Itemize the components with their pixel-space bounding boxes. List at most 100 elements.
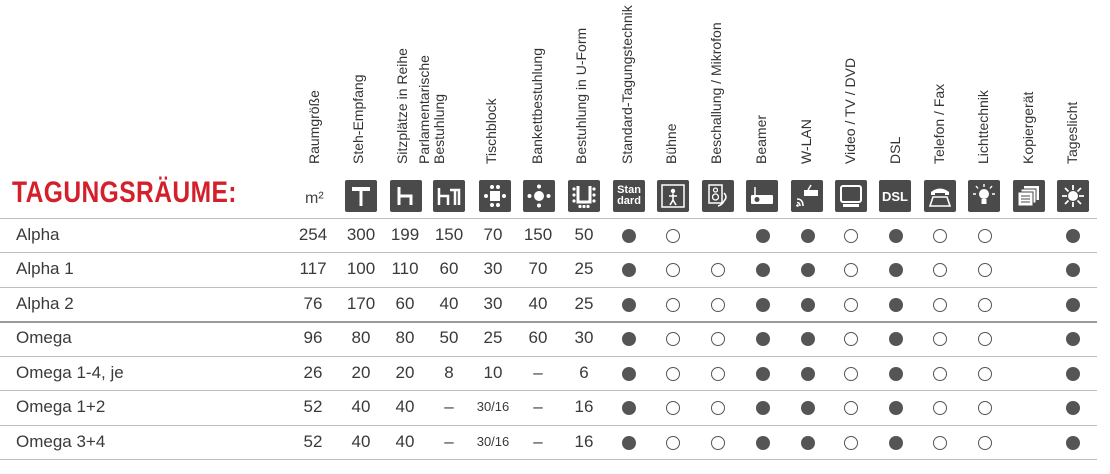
col-header-raumgroesse: Raumgröße [306, 90, 322, 164]
col-header-beamer: Beamer [753, 114, 769, 164]
banquet-icon [523, 180, 555, 212]
feature-available-dot [1066, 367, 1080, 381]
capacity-cell: 8 [444, 363, 454, 382]
feature-available-dot [889, 332, 903, 346]
capacity-cell: 30/16 [476, 399, 510, 414]
feature-available-dot [889, 263, 903, 277]
group-divider [0, 321, 1097, 323]
feature-available-dot [756, 332, 770, 346]
feature-available-dot [801, 332, 815, 346]
feature-optional-dot [844, 229, 858, 243]
projector-icon [746, 180, 778, 212]
row-divider [0, 425, 1097, 426]
feature-available-dot [756, 367, 770, 381]
capacity-cell: 30 [483, 259, 503, 278]
capacity-cell: 16 [574, 397, 594, 416]
table-row: Alpha 1 117 100 110 60 30 70 25 [0, 253, 1100, 287]
feature-available-dot [756, 436, 770, 450]
wlan-icon [791, 180, 823, 212]
capacity-cell: 110 [391, 259, 419, 278]
capacity-cell: 150 [434, 225, 464, 244]
feature-optional-dot [978, 263, 992, 277]
table-row: Omega 1+2 52 40 40 – 30/16 – 16 [0, 391, 1100, 425]
page-title: TAGUNGSRÄUME: [12, 176, 237, 209]
feature-available-dot [889, 229, 903, 243]
feature-optional-dot [844, 298, 858, 312]
col-header-tageslicht: Tageslicht [1064, 101, 1080, 164]
copier-icon [1013, 180, 1045, 212]
capacity-cell: 52 [303, 397, 323, 416]
capacity-cell: 50 [574, 225, 594, 244]
feature-optional-dot [933, 401, 947, 415]
capacity-cell: 26 [303, 363, 323, 382]
feature-available-dot [1066, 436, 1080, 450]
feature-optional-dot [711, 436, 725, 450]
capacity-cell: – [533, 397, 543, 416]
table-row: Omega 96 80 80 50 25 60 30 [0, 322, 1100, 356]
feature-optional-dot [933, 298, 947, 312]
feature-available-dot [756, 401, 770, 415]
dsl-icon-text: DSL [882, 188, 908, 204]
chair-row-icon [390, 180, 422, 212]
capacity-cell: 30 [574, 328, 594, 347]
feature-available-dot [801, 229, 815, 243]
parliament-seating-icon [433, 180, 465, 212]
capacity-cell: 30/16 [476, 434, 510, 449]
capacity-cell: 117 [299, 259, 327, 278]
feature-optional-dot [666, 229, 680, 243]
capacity-cell: 199 [390, 225, 420, 244]
feature-optional-dot [978, 436, 992, 450]
daylight-icon [1057, 180, 1089, 212]
col-header-steh-empfang: Steh-Empfang [350, 74, 366, 165]
table-row: Alpha 2 76 170 60 40 30 40 25 [0, 288, 1100, 322]
capacity-cell: 100 [346, 259, 376, 278]
col-header-kopierer: Kopiergerät [1020, 91, 1036, 164]
capacity-cell: 150 [523, 225, 553, 244]
feature-available-dot [622, 229, 636, 243]
feature-optional-dot [666, 263, 680, 277]
feature-optional-dot [844, 263, 858, 277]
capacity-cell: 76 [303, 294, 323, 313]
col-header-lichttechnik: Lichttechnik [975, 90, 991, 164]
feature-optional-dot [933, 436, 947, 450]
capacity-cell: 254 [298, 225, 328, 244]
feature-optional-dot [711, 332, 725, 346]
capacity-cell: 60 [439, 259, 459, 278]
capacity-cell: 40 [351, 432, 371, 451]
capacity-cell: – [533, 432, 543, 451]
feature-available-dot [1066, 298, 1080, 312]
capacity-cell: 70 [528, 259, 548, 278]
standing-table-icon [345, 180, 377, 212]
tv-icon [835, 180, 867, 212]
feature-available-dot [1066, 263, 1080, 277]
feature-optional-dot [711, 401, 725, 415]
col-header-buehne: Bühne [663, 123, 679, 164]
col-header-tischblock: Tischblock [483, 98, 499, 164]
speaker-icon [702, 180, 734, 212]
feature-optional-dot [711, 263, 725, 277]
capacity-cell: 20 [395, 363, 415, 382]
capacity-cell: 20 [351, 363, 371, 382]
row-divider [0, 252, 1097, 253]
header-divider [0, 218, 1097, 219]
feature-optional-dot [666, 298, 680, 312]
col-header-video: Video / TV / DVD [842, 57, 858, 164]
capacity-cell: 300 [346, 225, 376, 244]
table-block-icon [479, 180, 511, 212]
feature-available-dot [756, 263, 770, 277]
feature-optional-dot [933, 263, 947, 277]
capacity-cell: 16 [574, 432, 594, 451]
capacity-cell: 80 [351, 328, 371, 347]
feature-available-dot [801, 401, 815, 415]
feature-available-dot [756, 229, 770, 243]
feature-optional-dot [711, 298, 725, 312]
feature-available-dot [1066, 229, 1080, 243]
feature-available-dot [1066, 401, 1080, 415]
col-header-parlamentarisch: Parlamentarische Bestuhlung [416, 44, 447, 164]
col-header-parlamentarisch-text: Parlamentarische Bestuhlung [416, 55, 447, 164]
feature-available-dot [622, 263, 636, 277]
capacity-cell: 52 [303, 432, 323, 451]
capacity-cell: 10 [483, 363, 503, 382]
row-divider [0, 287, 1097, 288]
feature-available-dot [756, 298, 770, 312]
